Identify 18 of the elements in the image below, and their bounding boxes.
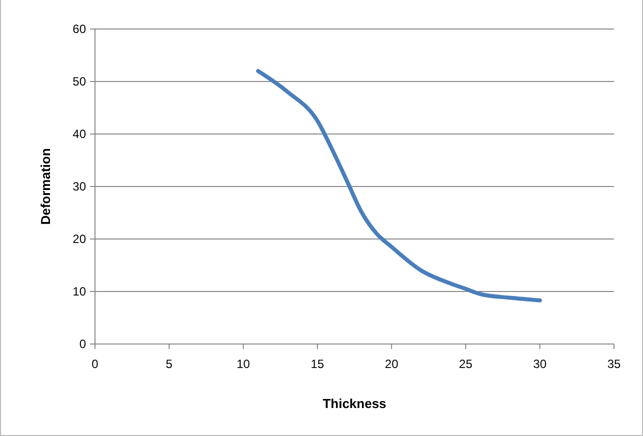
y-axis-title: Deformation [38,148,53,225]
y-tick-label: 0 [79,337,86,352]
x-tick-label: 10 [236,357,250,371]
y-tick-label: 10 [72,284,86,299]
y-tick-label: 30 [72,180,86,194]
line-series [256,69,542,302]
y-tick-label: 60 [72,22,86,36]
y-tick-label: 40 [72,127,86,142]
y-tick-label: 20 [72,232,86,246]
x-tick-label: 15 [310,357,324,371]
x-tick-label: 35 [607,357,621,371]
x-tick-label: 30 [533,357,547,371]
x-tick-label: 0 [92,357,99,371]
x-tick-label: 20 [384,357,399,371]
x-tick-label: 5 [166,357,173,371]
x-axis-title: Thickness [322,396,386,411]
y-tick-label: 50 [72,74,86,89]
x-tick-label: 25 [459,357,473,371]
